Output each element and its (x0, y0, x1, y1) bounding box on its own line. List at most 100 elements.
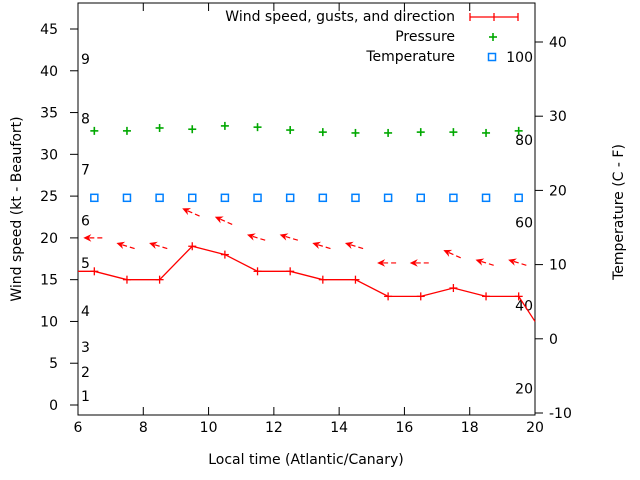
y-left-tick-label: 15 (40, 273, 58, 289)
beaufort-scale-label: 1 (81, 389, 90, 405)
temperature-point (514, 193, 523, 203)
gust-arrow (214, 216, 236, 227)
y-right-tick-label: 20 (549, 183, 567, 199)
gust-arrow (443, 249, 464, 260)
temperature-point (285, 193, 295, 203)
temperature-point (155, 193, 164, 203)
gust-arrow (377, 259, 400, 267)
x-tick-label: 18 (461, 420, 479, 436)
gust-arrow-tail (513, 260, 530, 267)
gust-arrow-tail (448, 252, 464, 260)
x-tick-label: 6 (74, 420, 83, 436)
beaufort-scale-label: 5 (81, 256, 90, 272)
temperature-point (90, 193, 99, 203)
gust-arrow (149, 241, 171, 251)
y-right-axis-title: Temperature (C - F) (611, 144, 627, 280)
y-left-tick-label: 40 (40, 64, 58, 80)
gust-arrow (475, 258, 497, 267)
beaufort-scale-label: 2 (81, 365, 90, 381)
gust-arrow (116, 241, 138, 251)
gust-arrow (83, 234, 106, 242)
temperature-point (449, 193, 458, 203)
gust-arrow-head (443, 249, 453, 257)
y-left-tick-label: 25 (40, 189, 58, 205)
pressure-scale-label: 20 (515, 381, 533, 397)
gust-arrow-head (409, 259, 418, 267)
y-left-tick-label: 35 (40, 106, 58, 122)
temperature-point (351, 193, 360, 203)
gust-arrow (247, 233, 269, 242)
x-tick-label: 14 (330, 420, 348, 436)
beaufort-scale-label: 7 (81, 162, 90, 178)
y-left-tick-label: 0 (49, 398, 58, 414)
gust-arrow-head (312, 241, 322, 250)
beaufort-scale-label: 9 (81, 52, 90, 68)
gust-arrow-tail (481, 260, 497, 267)
x-tick-label: 10 (200, 420, 218, 436)
gust-arrow (344, 241, 367, 251)
pressure-scale-label: 100 (506, 50, 533, 66)
gust-arrow-tail (350, 244, 367, 251)
x-tick-label: 8 (139, 420, 148, 436)
x-tick-label: 20 (526, 420, 544, 436)
legend-label-temperature: Temperature (366, 49, 455, 65)
gust-arrow-head (377, 259, 386, 267)
pressure-scale-label: 80 (515, 133, 533, 149)
pressure-scale-label: 40 (515, 299, 533, 315)
plot-border (77, 2, 536, 416)
temperature-point (481, 193, 491, 203)
temperature-point (416, 193, 425, 203)
gust-arrow-tail (220, 218, 236, 227)
beaufort-scale-label: 8 (81, 111, 90, 127)
gust-arrow-head (279, 233, 289, 241)
wind-speed-line (78, 245, 536, 322)
x-tick-label: 12 (265, 420, 283, 436)
y-left-axis-title: Wind speed (kt - Beaufort) (9, 116, 25, 302)
gust-arrow-head (214, 216, 224, 224)
gust-arrow-tail (285, 235, 301, 242)
beaufort-scale-label: 3 (81, 340, 90, 356)
y-left-tick-label: 10 (40, 314, 58, 330)
temperature-point (318, 193, 328, 203)
gust-arrow-head (475, 258, 485, 266)
y-left-tick-label: 30 (40, 147, 58, 163)
pressure-scale-label: 60 (515, 216, 533, 232)
gust-arrow (279, 233, 301, 242)
temperature-point (122, 193, 132, 203)
y-right-tick-label: 30 (549, 109, 567, 125)
y-left-tick-label: 20 (40, 231, 58, 247)
gust-arrow-tail (154, 244, 171, 251)
y-right-tick-label: -10 (549, 406, 572, 422)
gust-arrow (312, 241, 334, 251)
beaufort-scale-label: 4 (81, 304, 90, 320)
gust-arrow-head (247, 233, 256, 241)
gust-arrow-tail (252, 235, 269, 242)
temperature-point (220, 193, 230, 203)
y-right-tick-label: 10 (549, 258, 567, 274)
gust-arrow (409, 259, 432, 267)
y-left-tick-label: 5 (49, 356, 58, 372)
gust-arrow-tail (122, 244, 138, 251)
beaufort-scale-label: 6 (81, 213, 90, 229)
temperature-point (188, 193, 197, 203)
temperature-point (253, 193, 262, 203)
x-axis-title: Local time (Atlantic/Canary) (208, 452, 404, 468)
y-left-tick-label: 45 (40, 22, 58, 38)
gust-arrow (508, 258, 530, 267)
gust-arrow-head (344, 241, 354, 250)
temperature-point (383, 193, 393, 203)
gust-arrow-head (149, 241, 158, 250)
legend-label-pressure: Pressure (395, 29, 455, 45)
gust-arrow (182, 208, 203, 218)
y-right-tick-label: 0 (549, 332, 558, 348)
gust-arrow-tail (187, 210, 203, 218)
legend-label-wind: Wind speed, gusts, and direction (225, 9, 455, 25)
gust-arrow-head (182, 208, 192, 216)
gust-arrow-head (508, 258, 517, 266)
gust-arrow-head (116, 241, 126, 250)
y-right-tick-label: 40 (549, 35, 567, 51)
x-tick-label: 16 (396, 420, 414, 436)
legend-key-temperature (487, 52, 497, 62)
